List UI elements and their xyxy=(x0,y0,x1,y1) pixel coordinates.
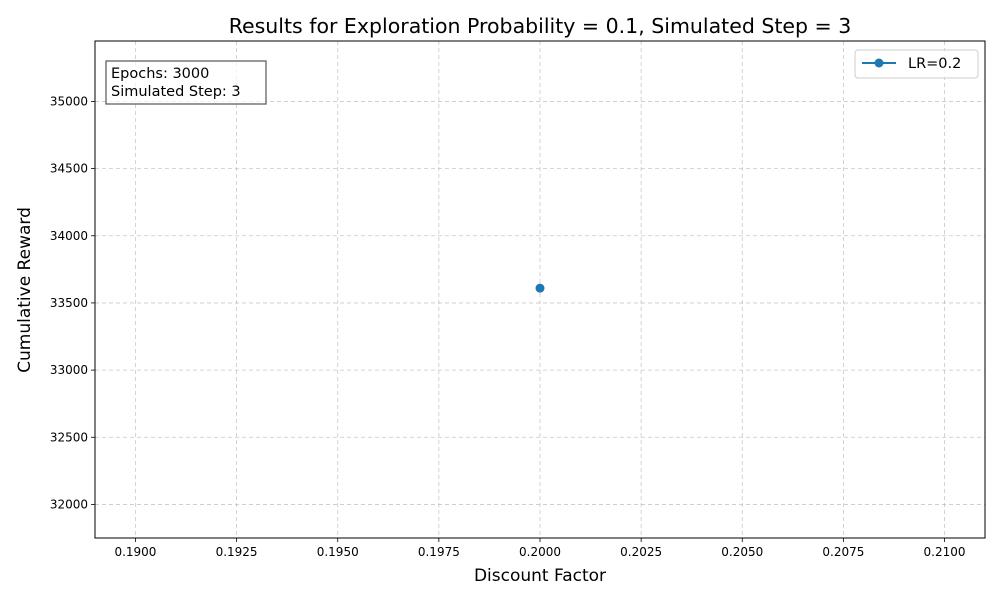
y-tick-label: 33000 xyxy=(50,363,88,377)
x-tick-label: 0.2100 xyxy=(924,545,966,559)
x-tick-label: 0.1925 xyxy=(216,545,258,559)
y-tick-label: 35000 xyxy=(50,94,88,108)
x-tick-label: 0.2025 xyxy=(620,545,662,559)
x-tick-label: 0.1950 xyxy=(317,545,359,559)
y-tick-label: 34500 xyxy=(50,162,88,176)
chart-title: Results for Exploration Probability = 0.… xyxy=(229,14,852,38)
data-point[interactable] xyxy=(535,283,545,293)
x-tick-label: 0.2050 xyxy=(721,545,763,559)
legend-frame xyxy=(854,49,979,79)
x-axis: 0.1900 0.1925 0.1950 0.1975 0.2000 0.2025 0.20… xyxy=(114,538,966,559)
annotation-frame xyxy=(105,60,267,105)
annotation-box: Epochs: 3000 Simulated Step: 3 xyxy=(105,60,267,105)
x-axis-label: Discount Factor xyxy=(474,566,606,586)
y-tick-label: 33500 xyxy=(50,296,88,310)
x-tick-label: 0.1975 xyxy=(418,545,460,559)
legend[interactable]: LR=0.2 xyxy=(854,49,979,79)
y-tick-label: 32500 xyxy=(50,430,88,444)
x-tick-label: 0.2000 xyxy=(519,545,561,559)
x-tick-label: 0.1900 xyxy=(114,545,156,559)
y-tick-label: 32000 xyxy=(50,497,88,511)
legend-marker-swatch xyxy=(874,58,884,68)
y-axis-label: Cumulative Reward xyxy=(15,207,35,373)
x-tick-label: 0.2075 xyxy=(822,545,864,559)
annotation-line-2: Simulated Step: 3 xyxy=(111,84,241,100)
legend-label-lr-0-2: LR=0.2 xyxy=(908,56,961,72)
series-layer xyxy=(535,283,545,293)
y-tick-label: 34000 xyxy=(50,229,88,243)
y-axis: 32000 32500 33000 33500 34000 34500 35000 xyxy=(50,94,95,511)
annotation-line-1: Epochs: 3000 xyxy=(111,66,209,82)
